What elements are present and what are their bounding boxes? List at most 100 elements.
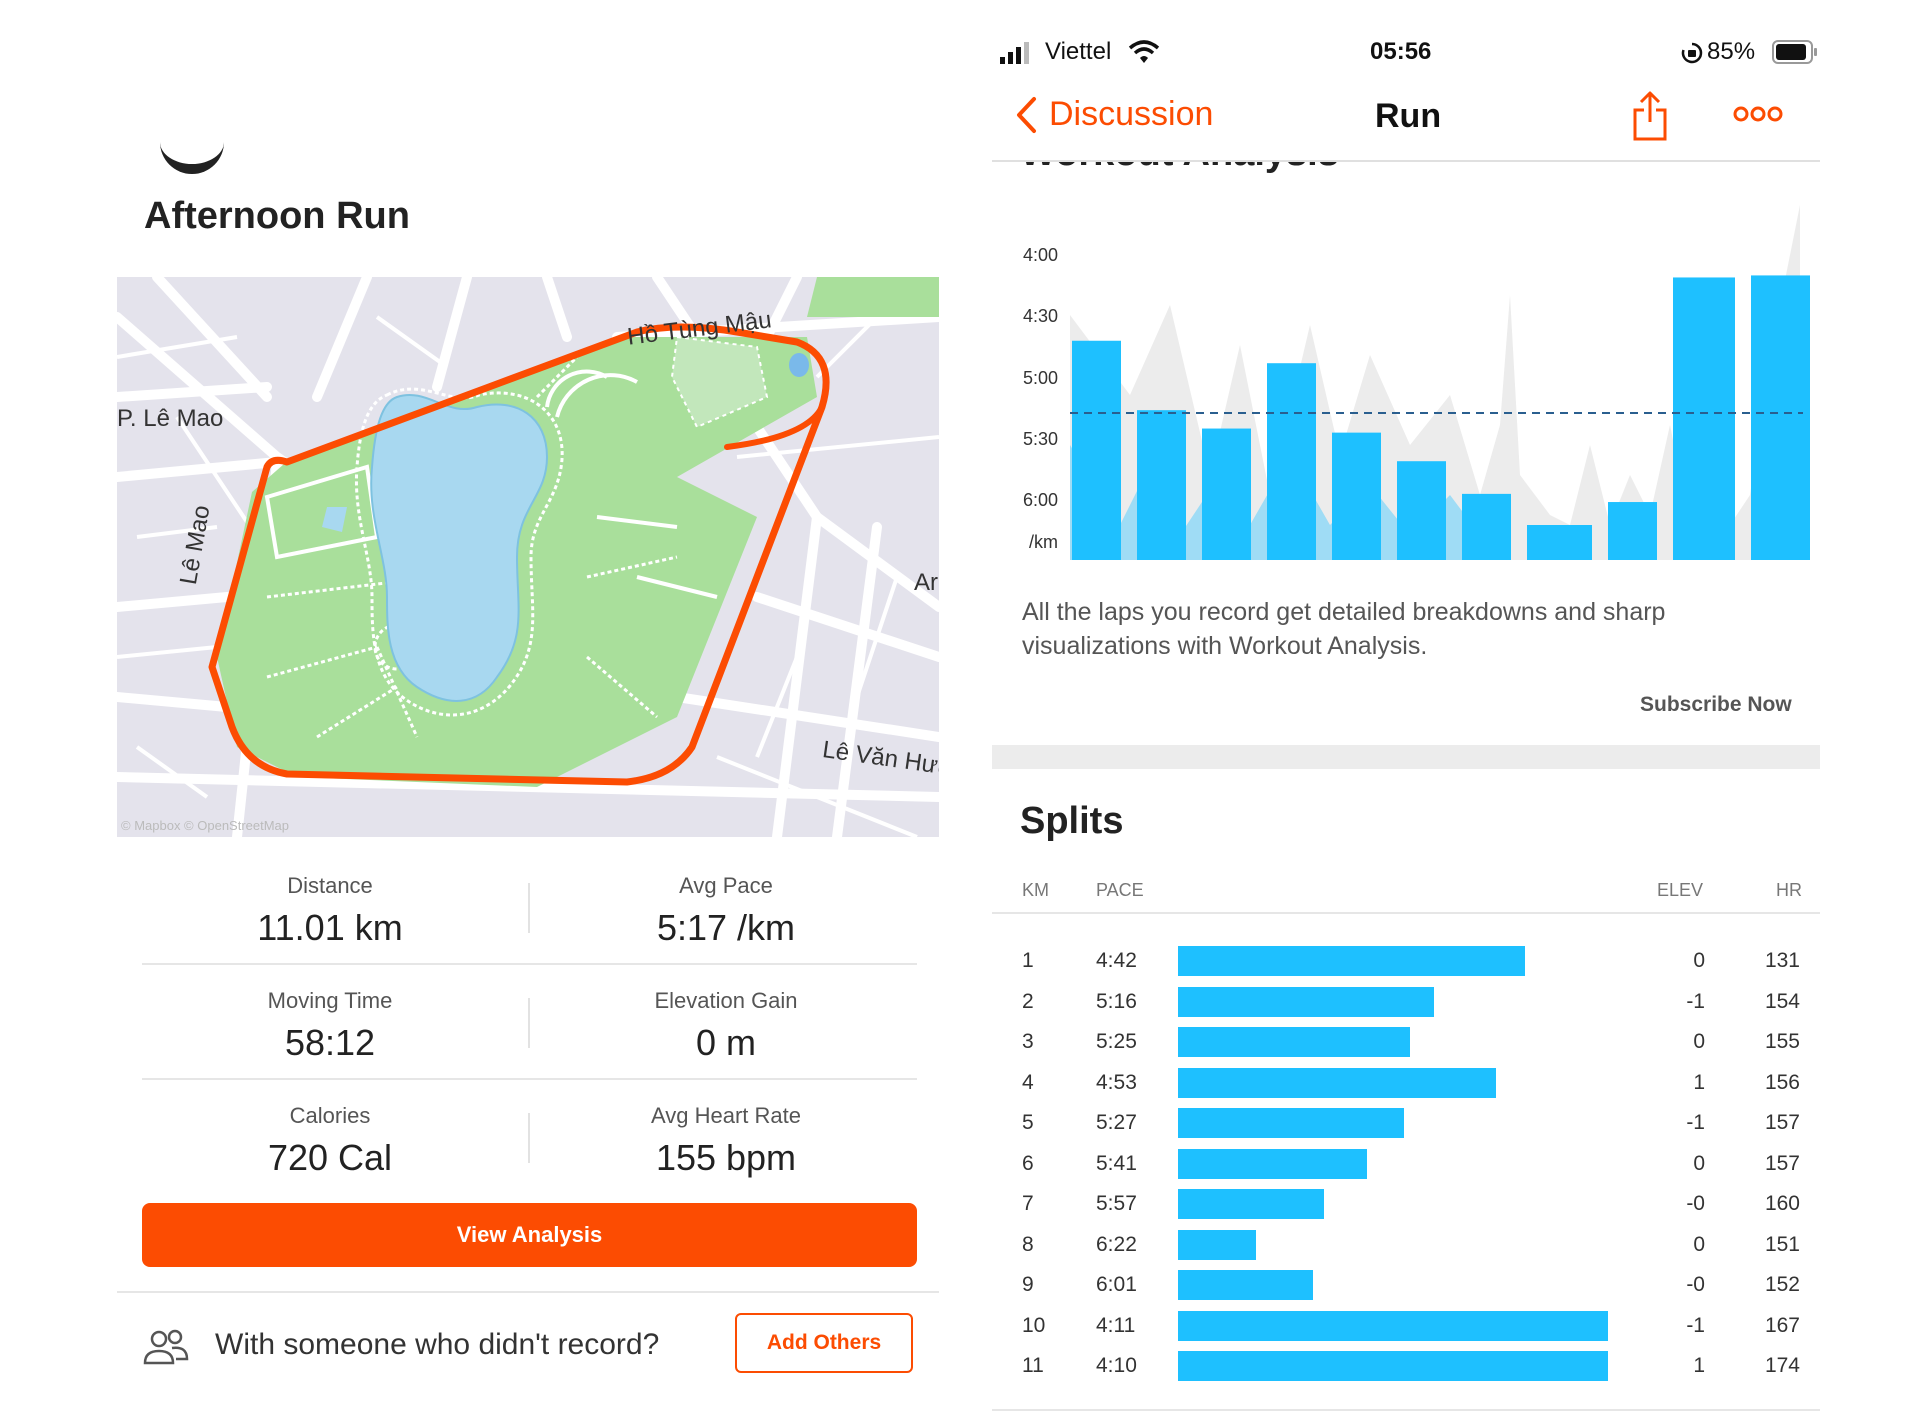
workout-analysis-chart[interactable]: 4:00 4:30 5:00 5:30 6:00 /km — [1010, 195, 1810, 575]
y-tick-label: 6:00 — [1023, 490, 1058, 510]
route-map[interactable]: Hồ Tùng Mậu P. Lê Mao Lê Mao Ar Lê Văn H… — [117, 277, 939, 837]
y-tick-label: 5:00 — [1023, 368, 1058, 388]
split-hr: 154 — [1764, 989, 1800, 1013]
split-pace-bar — [1178, 1351, 1608, 1381]
split-pace: 5:57 — [1096, 1192, 1137, 1215]
split-hr: 152 — [1764, 1273, 1800, 1296]
view-analysis-button[interactable]: View Analysis — [142, 1203, 917, 1267]
carrier-name: Viettel — [1045, 38, 1112, 65]
split-elev: 0 — [1693, 949, 1705, 972]
split-row[interactable]: 2 5:16 -1 154 — [0, 984, 1920, 1024]
split-hr: 174 — [1764, 1354, 1800, 1377]
split-pace-bar — [1178, 1229, 1257, 1260]
split-pace-bar — [1178, 1027, 1410, 1057]
split-km: 11 — [1022, 1354, 1044, 1377]
split-hr: 156 — [1764, 1070, 1800, 1094]
lap-bar — [1072, 340, 1121, 560]
split-pace-bar — [1178, 1148, 1367, 1179]
y-tick-label: 4:30 — [1023, 306, 1058, 326]
lap-bar — [1137, 410, 1186, 560]
split-row[interactable]: 9 6:01 -0 152 — [0, 1267, 1920, 1307]
split-row[interactable]: 11 4:10 1 174 — [0, 1348, 1920, 1388]
split-km: 4 — [1022, 1070, 1034, 1094]
map-attribution[interactable]: © Mapbox © OpenStreetMap — [121, 818, 290, 833]
split-hr: 160 — [1764, 1192, 1800, 1215]
workout-analysis-heading: Workout Analysis — [1020, 162, 1390, 174]
y-tick-label: 4:00 — [1023, 245, 1058, 265]
split-km: 5 — [1022, 1111, 1034, 1134]
stat-label: Avg Pace — [679, 873, 773, 898]
split-row[interactable]: 1 4:42 0 131 — [0, 943, 1920, 983]
chevron-left-icon — [1017, 96, 1036, 133]
split-elev: -0 — [1686, 1192, 1705, 1215]
y-tick-label: 5:30 — [1023, 429, 1058, 449]
lap-bar — [1673, 277, 1735, 560]
divider — [992, 912, 1820, 914]
wifi-icon — [1128, 40, 1160, 63]
split-row[interactable]: 4 4:53 1 156 — [0, 1065, 1920, 1105]
split-elev: -1 — [1686, 1111, 1705, 1134]
lap-bar — [1202, 428, 1251, 560]
split-row[interactable]: 5 5:27 -1 157 — [0, 1105, 1920, 1145]
split-row[interactable]: 8 6:22 0 151 — [0, 1227, 1920, 1267]
lap-bar — [1608, 502, 1657, 560]
stat-value: 5:17 /km — [656, 907, 796, 948]
stat-value: 155 bpm — [655, 1137, 797, 1178]
lap-bar — [1267, 363, 1316, 560]
split-pace: 5:16 — [1096, 989, 1137, 1013]
share-icon[interactable] — [1632, 90, 1668, 142]
add-others-button[interactable]: Add Others — [735, 1313, 913, 1373]
lap-bar — [1527, 525, 1592, 560]
column-header-elev: ELEV — [1657, 880, 1704, 900]
stat-distance: Distance 11.01 km — [130, 873, 530, 949]
split-pace: 4:53 — [1096, 1070, 1137, 1094]
column-header-pace: PACE — [1096, 880, 1144, 900]
split-hr: 155 — [1764, 1030, 1800, 1053]
split-km: 8 — [1022, 1232, 1034, 1256]
split-pace-bar — [1178, 1270, 1313, 1300]
back-button[interactable]: Discussion — [1015, 95, 1213, 134]
split-elev: -1 — [1686, 989, 1705, 1013]
stat-label: Moving Time — [267, 988, 393, 1013]
split-km: 7 — [1022, 1192, 1034, 1215]
split-row[interactable]: 7 5:57 -0 160 — [0, 1186, 1920, 1226]
y-unit-label: /km — [1029, 532, 1058, 552]
split-pace-bar — [1178, 946, 1526, 976]
stat-value: 58:12 — [284, 1022, 376, 1063]
workout-analysis-description: All the laps you record get detailed bre… — [1022, 598, 1666, 660]
more-icon[interactable] — [1733, 104, 1783, 124]
stat-label: Distance — [287, 873, 373, 898]
split-row[interactable]: 10 4:11 -1 167 — [0, 1308, 1920, 1348]
page-title: Run — [1375, 97, 1442, 135]
split-pace: 4:11 — [1096, 1313, 1136, 1337]
avatar[interactable] — [160, 140, 224, 174]
stat-value: 720 Cal — [267, 1137, 393, 1178]
section-separator — [992, 745, 1820, 769]
battery-percent: 85% — [1707, 38, 1756, 65]
split-pace-bar — [1178, 986, 1434, 1017]
split-elev: -1 — [1686, 1313, 1705, 1337]
split-pace: 4:10 — [1096, 1354, 1137, 1377]
split-row[interactable]: 3 5:25 0 155 — [0, 1024, 1920, 1064]
split-km: 3 — [1022, 1030, 1034, 1053]
stat-moving-time: Moving Time 58:12 — [130, 988, 530, 1064]
split-pace: 4:42 — [1096, 949, 1137, 972]
stat-calories: Calories 720 Cal — [130, 1103, 530, 1179]
stat-divider — [528, 883, 530, 933]
split-row[interactable]: 6 5:41 0 157 — [0, 1146, 1920, 1186]
back-label: Discussion — [1049, 95, 1214, 133]
split-pace: 6:22 — [1096, 1232, 1137, 1256]
subscribe-now-link[interactable]: Subscribe Now — [1640, 693, 1792, 716]
divider — [117, 1291, 939, 1293]
split-elev: 1 — [1693, 1070, 1705, 1094]
stat-value: 0 m — [695, 1022, 756, 1063]
activity-title: Afternoon Run — [144, 195, 410, 237]
split-pace-bar — [1178, 1189, 1324, 1219]
split-hr: 157 — [1764, 1111, 1800, 1134]
divider — [142, 1078, 917, 1080]
stat-divider — [528, 1113, 530, 1163]
split-km: 9 — [1022, 1273, 1034, 1296]
splits-title: Splits — [1020, 800, 1124, 842]
split-km: 10 — [1022, 1313, 1046, 1337]
split-hr: 167 — [1764, 1313, 1800, 1337]
